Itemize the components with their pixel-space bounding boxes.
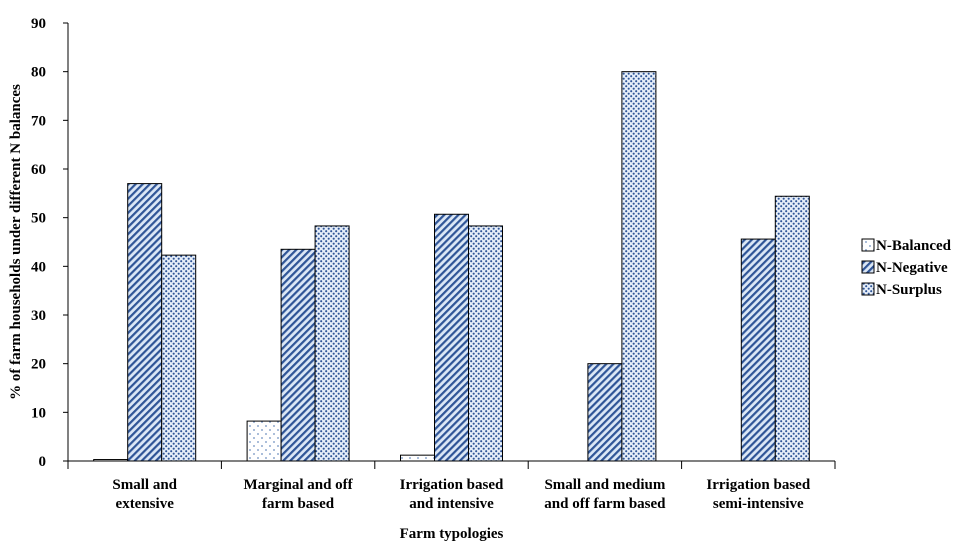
legend: N-Balanced N-Negative N-Surplus bbox=[861, 238, 952, 298]
y-tick-label: 40 bbox=[31, 259, 46, 275]
legend-label-n-surplus: N-Surplus bbox=[876, 282, 942, 298]
bar-n-surplus bbox=[161, 254, 197, 462]
y-axis-title: % of farm households under different N b… bbox=[8, 84, 24, 400]
y-tick-label: 50 bbox=[31, 211, 46, 227]
bar-n-negative bbox=[434, 213, 469, 462]
x-category-label: Irrigation based semi-intensive bbox=[706, 477, 810, 512]
y-tick-label: 20 bbox=[31, 357, 46, 373]
bar-n-balanced bbox=[93, 459, 129, 462]
bar-n-balanced bbox=[400, 454, 435, 462]
bar-n-negative bbox=[280, 248, 316, 462]
y-tick-label: 80 bbox=[31, 65, 46, 81]
x-category-label: Irrigation based and intensive bbox=[400, 477, 504, 512]
bar-n-negative bbox=[740, 238, 776, 462]
y-tick-label: 70 bbox=[31, 113, 46, 129]
x-axis-title: Farm typologies bbox=[400, 526, 504, 542]
bar-n-balanced bbox=[246, 420, 282, 462]
bar-n-negative bbox=[127, 183, 163, 462]
legend-label-n-balanced: N-Balanced bbox=[876, 238, 952, 254]
x-category-label: Small and extensive bbox=[112, 477, 177, 512]
y-tick-label: 60 bbox=[31, 162, 46, 178]
bar-n-surplus bbox=[621, 71, 657, 462]
x-category-label: Small and medium and off farm based bbox=[544, 477, 666, 512]
bar-n-surplus bbox=[314, 225, 350, 462]
legend-label-n-negative: N-Negative bbox=[876, 260, 948, 276]
bar-n-surplus bbox=[468, 225, 503, 462]
legend-swatch-n-surplus bbox=[861, 282, 875, 296]
y-tick-label: 10 bbox=[31, 405, 46, 421]
x-category-label: Marginal and off farm based bbox=[244, 477, 354, 512]
y-tick-label: 30 bbox=[31, 308, 46, 324]
y-tick-label: 0 bbox=[39, 454, 47, 470]
bars bbox=[93, 71, 810, 462]
labels: Small and extensive Marginal and off farm b… bbox=[8, 84, 811, 542]
legend-swatch-n-balanced bbox=[861, 238, 875, 252]
legend-swatch-n-negative bbox=[861, 260, 875, 274]
bar-n-negative bbox=[587, 363, 623, 462]
bar-n-surplus bbox=[774, 195, 810, 462]
y-tick-label: 90 bbox=[31, 16, 46, 32]
